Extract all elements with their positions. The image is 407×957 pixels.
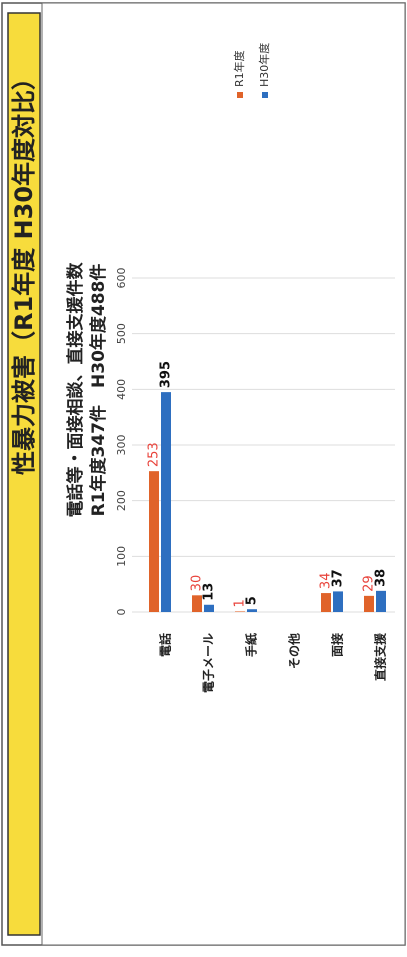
bar: [149, 471, 159, 612]
x-tick-label: 300: [115, 435, 128, 456]
category-label: 電子メール: [202, 633, 216, 693]
value-label: 395: [159, 361, 174, 388]
value-label: 34: [319, 573, 334, 590]
value-label: 29: [362, 575, 377, 592]
value-label: 30: [190, 575, 205, 592]
bar: [333, 591, 343, 612]
value-label: 37: [331, 569, 346, 587]
header-title: 性暴力被害（R1年度 H30年度対比）: [10, 66, 38, 475]
category-label: 面接: [330, 633, 345, 657]
legend-label: R1年度: [232, 50, 246, 87]
bar: [247, 609, 257, 612]
category-label: 電話: [158, 633, 173, 657]
category-label: 直接支援: [373, 632, 388, 681]
chart-title: 電話等・面接相談、直接支援件数: [65, 262, 86, 518]
legend-swatch: [262, 92, 268, 98]
value-label: 38: [374, 569, 389, 587]
bar: [192, 595, 202, 612]
value-label: 13: [202, 583, 217, 601]
chart-subtitle: R1年度347件 H30年度488件: [88, 264, 109, 517]
x-tick-label: 400: [115, 379, 128, 400]
bar: [161, 392, 171, 612]
bar: [235, 611, 245, 612]
bar: [364, 595, 374, 612]
category-label: その他: [287, 633, 302, 669]
chart-frame: [41, 2, 406, 946]
value-label: 1: [233, 599, 248, 607]
bar: [321, 593, 331, 612]
x-tick-label: 200: [115, 490, 128, 511]
header-bar: [7, 12, 41, 936]
x-tick-label: 0: [115, 609, 128, 616]
category-label: 手紙: [244, 633, 259, 657]
x-tick-label: 600: [115, 268, 128, 289]
legend-label: H30年度: [257, 43, 271, 87]
value-label: 253: [147, 442, 162, 467]
x-tick-label: 100: [115, 546, 128, 567]
legend-swatch: [237, 92, 243, 98]
x-tick-label: 500: [115, 323, 128, 344]
bar: [204, 604, 214, 612]
bar: [376, 590, 386, 612]
value-label: 5: [245, 596, 260, 605]
